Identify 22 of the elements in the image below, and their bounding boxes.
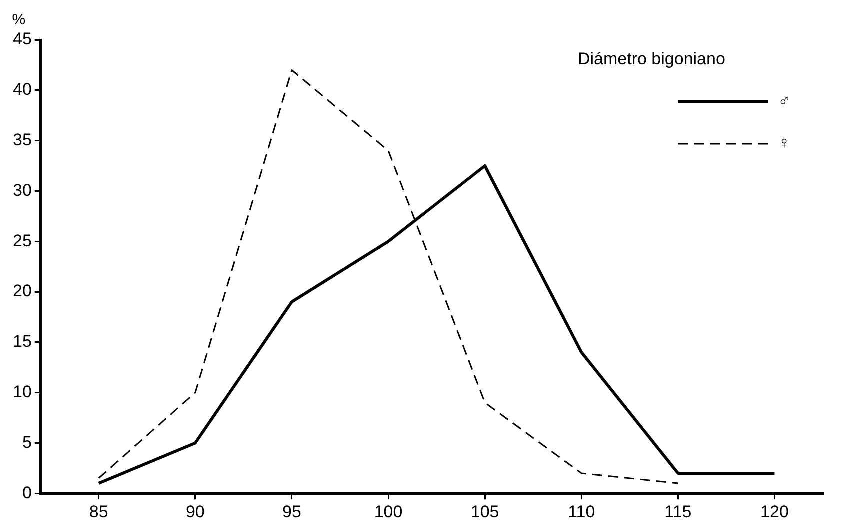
y-tick-label: 45 — [12, 30, 32, 49]
x-tick-label: 90 — [186, 502, 205, 522]
x-tick-label: 100 — [374, 502, 403, 522]
y-tick-label: 10 — [12, 382, 32, 402]
y-tick-label: 40 — [12, 80, 32, 100]
x-tick-label: 105 — [470, 502, 500, 522]
y-tick-label: 30 — [12, 180, 32, 200]
y-tick-label: 35 — [12, 130, 32, 150]
x-tick-label: 110 — [568, 502, 596, 522]
x-tick-label: 95 — [282, 502, 302, 522]
legend-title: Diámetro bigoniano — [578, 50, 726, 69]
x-tick-label: 85 — [89, 502, 108, 522]
x-tick-label: 120 — [760, 502, 789, 522]
text: ♂ — [778, 92, 791, 111]
y-tick-label: 20 — [12, 282, 32, 301]
y-tick-label: 15 — [12, 332, 32, 352]
y-tick-label: 25 — [12, 231, 32, 250]
y-axis-title: % — [12, 12, 26, 29]
x-tick-label: 115 — [664, 502, 692, 522]
y-tick-label: 5 — [22, 432, 32, 452]
text: ♀ — [778, 134, 791, 153]
y-tick-label: 0 — [22, 483, 32, 502]
